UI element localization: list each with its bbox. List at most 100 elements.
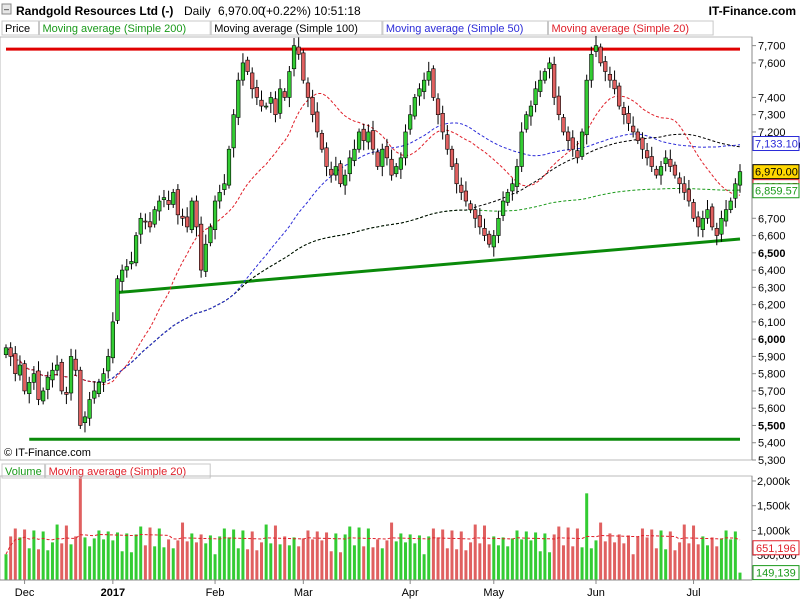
volume-bar [548, 552, 552, 580]
candle-body [454, 163, 459, 185]
candle-body [417, 88, 422, 97]
candle-body [524, 114, 529, 130]
instrument-title: Randgold Resources Ltd (-) [16, 4, 173, 18]
candle-body [733, 183, 738, 199]
volume-bar [450, 530, 454, 580]
x-tick-label: Apr [402, 587, 419, 599]
candle-body [570, 137, 575, 150]
candle-body [584, 79, 589, 136]
price-tick-label: 5,300 [758, 455, 786, 467]
volume-bar [631, 554, 635, 580]
volume-bar [297, 546, 301, 580]
candle-body [166, 200, 171, 205]
volume-bar [283, 536, 287, 580]
volume-bar [492, 536, 496, 580]
volume-legend: Volume Moving average (Simple 20) [1, 463, 211, 479]
volume-bar [506, 546, 510, 580]
volume-bar [348, 526, 352, 580]
legend-item: Moving average (Simple 200) [43, 23, 187, 35]
volume-bar [608, 533, 612, 580]
candle-body [36, 370, 41, 400]
candle-body [510, 183, 515, 192]
volume-tag [752, 540, 800, 556]
volume-bar [715, 546, 719, 580]
volume-bar [613, 542, 617, 580]
chart-header: – Randgold Resources Ltd (-) Daily 6,970… [1, 3, 796, 18]
volume-bar [338, 552, 342, 580]
volume-bar [241, 530, 245, 580]
candle-body [561, 117, 566, 133]
volume-bar [278, 544, 282, 580]
candle-body [82, 416, 88, 424]
candle-body [27, 382, 32, 395]
volume-bar [148, 527, 152, 580]
candle-body [41, 390, 46, 402]
candle-body [668, 158, 673, 167]
volume-bar [171, 548, 175, 580]
volume-bar [236, 548, 240, 580]
last-price: 6,970.00 [218, 4, 265, 18]
candle-body [356, 131, 362, 150]
volume-bar [194, 542, 198, 580]
candle-body [87, 399, 92, 419]
candle-body [635, 131, 640, 141]
candle-body [50, 369, 55, 381]
candle-body [194, 200, 199, 228]
candle-body [343, 174, 348, 186]
candle-body [403, 131, 408, 159]
volume-bar [566, 527, 570, 580]
volume-bar [69, 544, 73, 580]
candle-body [408, 114, 413, 130]
candle-body [612, 79, 617, 90]
candle-body [296, 46, 301, 55]
candle-body [431, 68, 436, 98]
candle-body [533, 88, 538, 105]
candle-body [394, 166, 399, 175]
candle-body [723, 209, 729, 222]
candle-body [129, 261, 134, 265]
volume-bar [705, 545, 709, 580]
candle-body [566, 131, 571, 141]
candle-body [324, 147, 329, 167]
candle-body [203, 243, 208, 272]
volume-bar [41, 531, 45, 580]
candle-body [361, 128, 366, 141]
volume-bar [102, 539, 106, 580]
volume-bar [692, 525, 696, 580]
price-tag-label: 7,133.10 [755, 139, 798, 151]
candle-body [68, 356, 74, 394]
candle-body [282, 91, 287, 98]
volume-bar [4, 554, 8, 580]
volume-bar [645, 537, 649, 580]
volume-bar [441, 529, 445, 580]
candle-body [189, 200, 194, 230]
volume-bar [719, 538, 723, 580]
candle-body [463, 190, 469, 202]
price-tick-label: 6,500 [758, 248, 786, 260]
volume-bar [125, 533, 129, 580]
volume-bar [464, 550, 468, 580]
candle-body [728, 200, 733, 210]
candle-body [287, 71, 292, 98]
price-tick-label: 6,000 [758, 334, 786, 346]
collapse-icon[interactable]: – [4, 4, 9, 14]
candle-body [157, 200, 162, 212]
candle-body [277, 88, 283, 114]
price-tick-label: 5,600 [758, 403, 786, 415]
price-axis: 7,7007,6007,4007,3007,2007,125.306,7006,… [751, 37, 800, 467]
volume-bar [599, 522, 603, 580]
candle-body [477, 215, 482, 228]
price-tag [752, 183, 800, 199]
volume-tag [752, 565, 800, 581]
volume-bar [185, 541, 189, 580]
candle-body [329, 168, 334, 176]
candle-body [547, 62, 552, 70]
price-tick-label: 6,600 [758, 231, 786, 243]
volume-bar [120, 551, 124, 580]
candle-body [185, 216, 190, 228]
volume-bar [23, 529, 27, 580]
candle-body [710, 206, 715, 228]
volume-bar [603, 541, 607, 580]
legend-item: Volume [5, 466, 42, 478]
